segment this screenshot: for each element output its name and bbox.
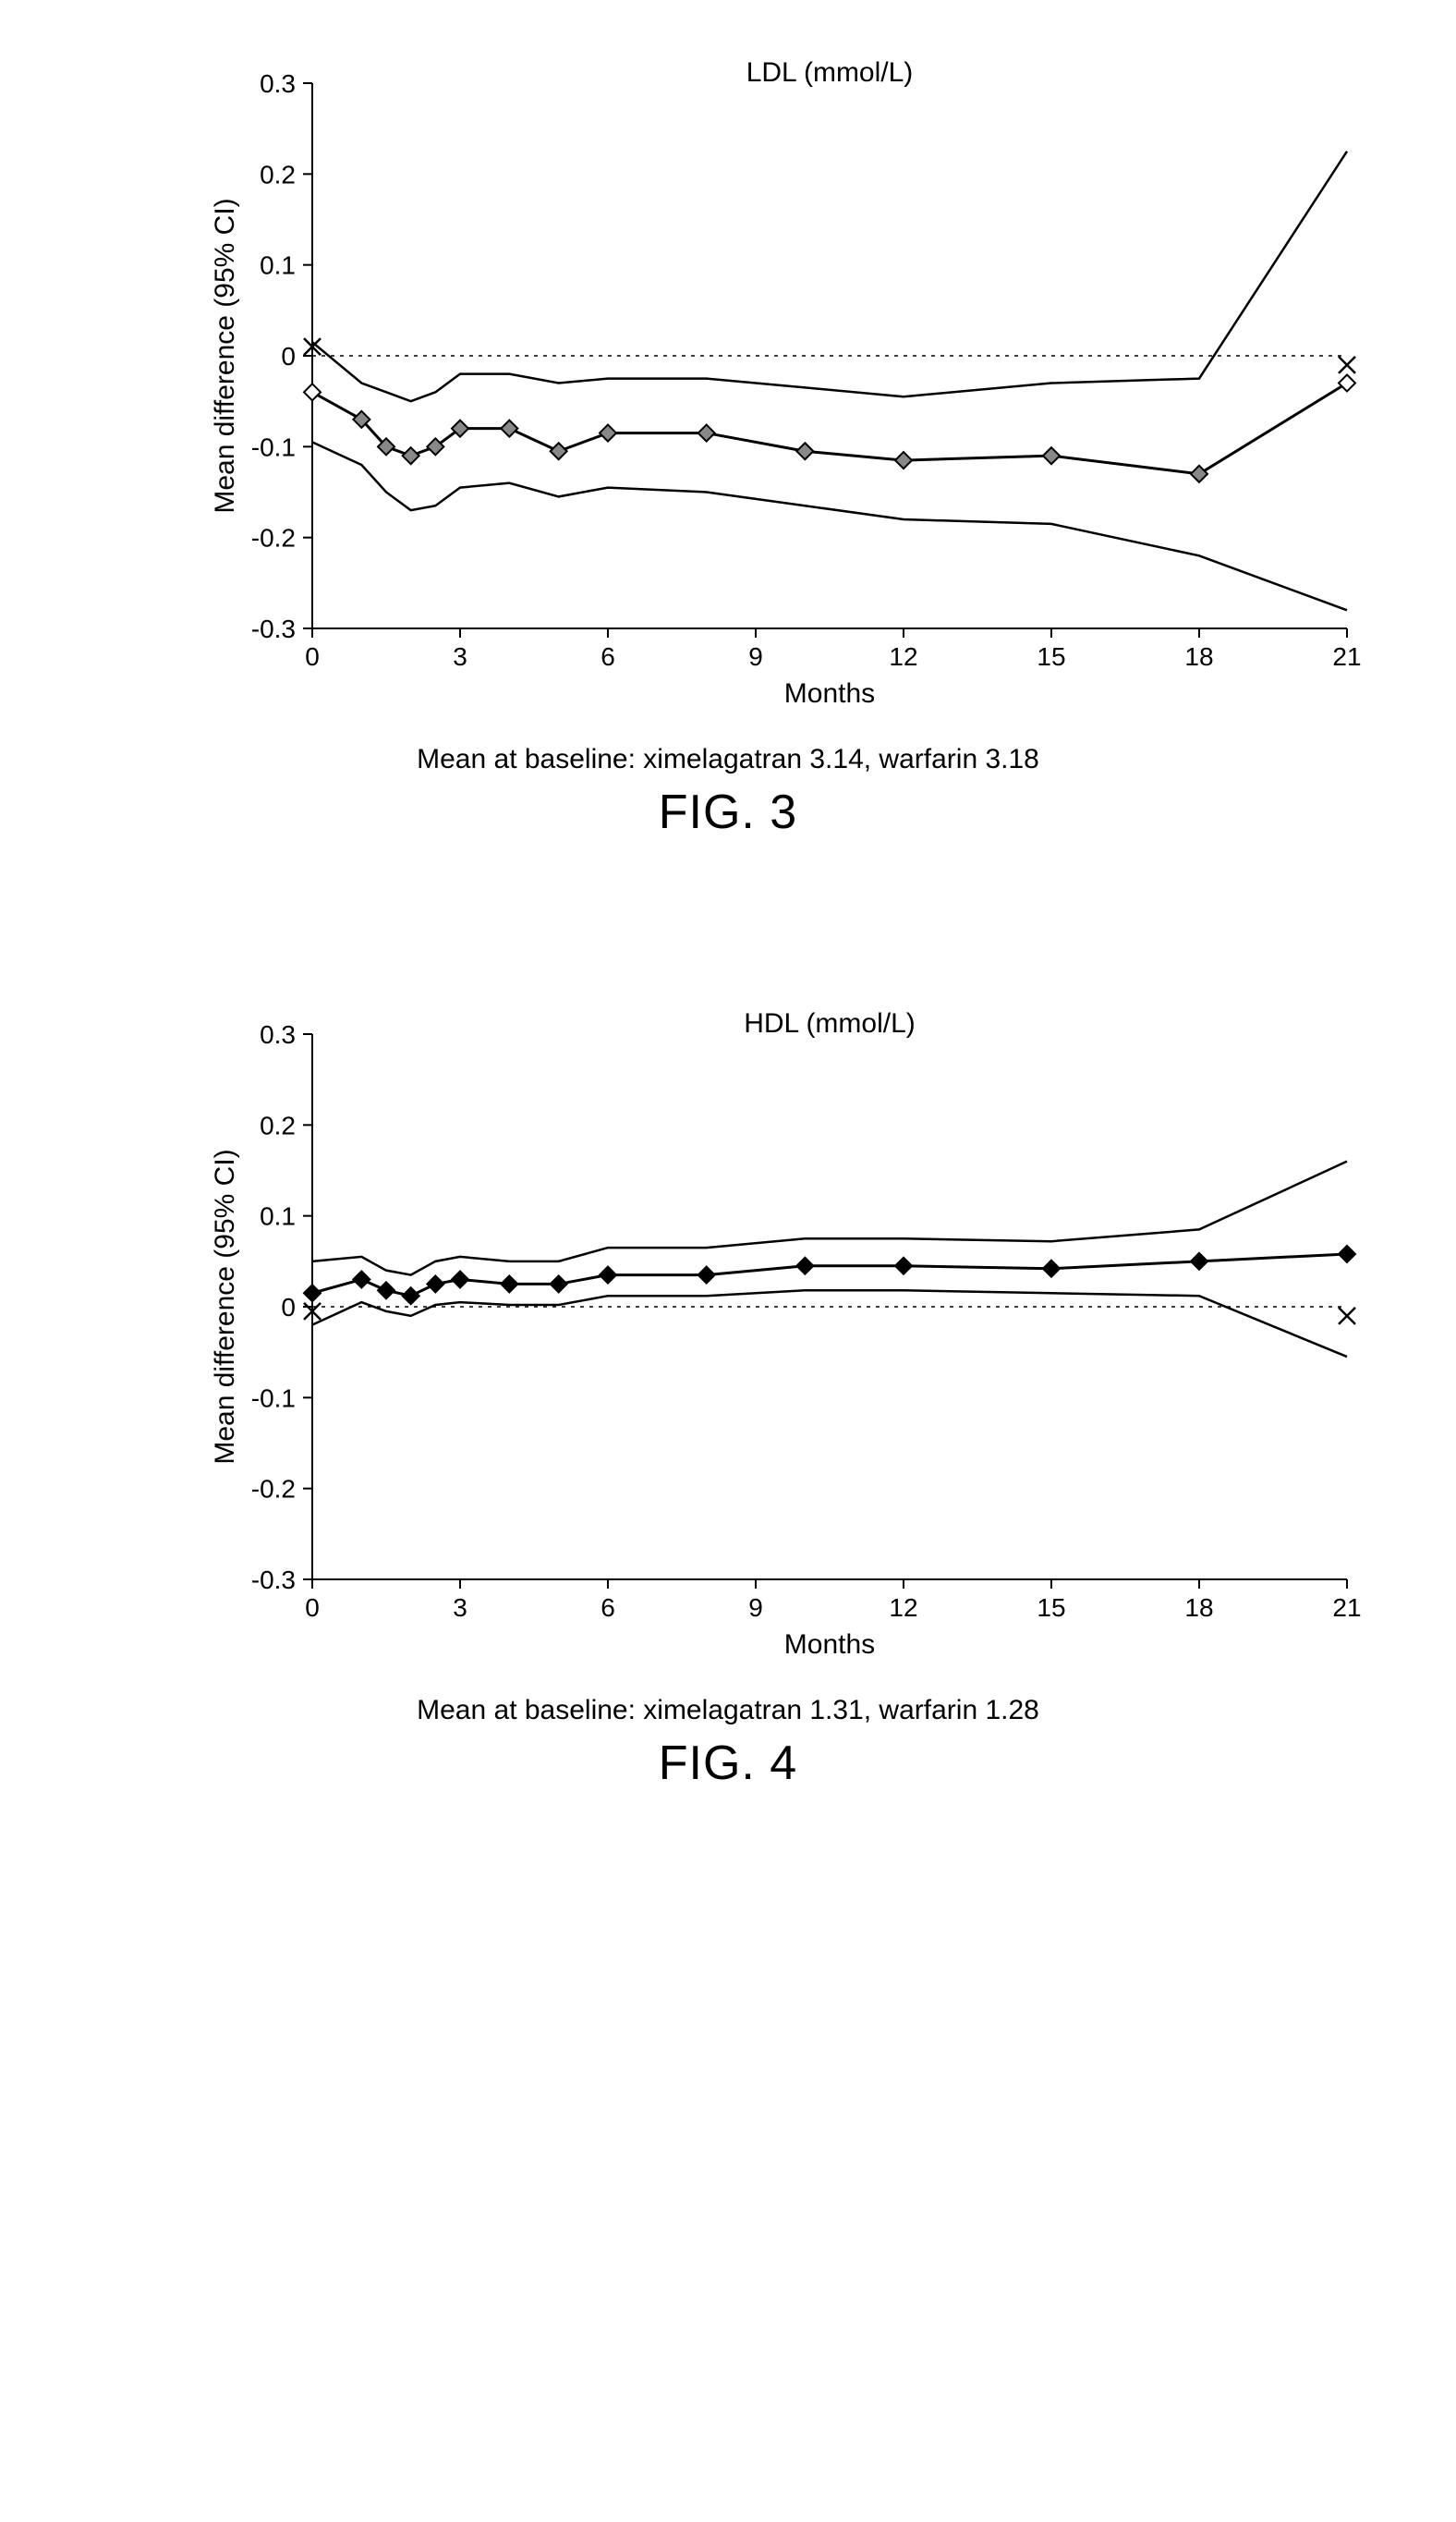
svg-text:0.1: 0.1	[260, 1202, 296, 1231]
svg-text:21: 21	[1332, 1593, 1361, 1622]
svg-text:12: 12	[889, 1593, 917, 1622]
figure-3: -0.3 -0.2 -0.1 0 0.1 0.2 0.3 0 3 6 9 12 15 18 21 LDL (m…	[81, 55, 1375, 840]
svg-text:21: 21	[1332, 642, 1361, 671]
svg-text:0.2: 0.2	[260, 160, 296, 189]
svg-text:0: 0	[281, 1293, 296, 1322]
svg-text:0.2: 0.2	[260, 1111, 296, 1139]
svg-text:18: 18	[1184, 642, 1213, 671]
svg-text:6: 6	[601, 642, 615, 671]
fig4-label: FIG. 4	[81, 1736, 1375, 1791]
svg-text:0.3: 0.3	[260, 69, 296, 98]
svg-text:0.1: 0.1	[260, 251, 296, 280]
svg-text:3: 3	[453, 642, 467, 671]
svg-text:6: 6	[601, 1593, 615, 1622]
svg-text:15: 15	[1037, 1593, 1065, 1622]
fig3-label: FIG. 3	[81, 785, 1375, 840]
svg-text:Months: Months	[784, 1629, 875, 1660]
svg-text:9: 9	[748, 1593, 763, 1622]
fig4-svg: -0.3 -0.2 -0.1 0 0.1 0.2 0.3 0 3 6 9 12 15 18 21 HDL (m…	[211, 1006, 1375, 1672]
svg-text:LDL (mmol/L): LDL (mmol/L)	[746, 57, 914, 88]
svg-text:0: 0	[305, 1593, 320, 1622]
svg-text:18: 18	[1184, 1593, 1213, 1622]
svg-text:-0.1: -0.1	[251, 1383, 296, 1412]
svg-text:0.3: 0.3	[260, 1020, 296, 1049]
svg-text:-0.3: -0.3	[251, 615, 296, 643]
svg-text:15: 15	[1037, 642, 1065, 671]
fig3-chart: -0.3 -0.2 -0.1 0 0.1 0.2 0.3 0 3 6 9 12 15 18 21 LDL (m…	[211, 55, 1375, 725]
svg-text:9: 9	[748, 642, 763, 671]
svg-text:HDL (mmol/L): HDL (mmol/L)	[744, 1008, 916, 1039]
svg-text:0: 0	[281, 342, 296, 371]
svg-text:Mean difference (95% CI): Mean difference (95% CI)	[211, 1149, 240, 1464]
svg-text:Mean difference (95% CI): Mean difference (95% CI)	[211, 198, 240, 513]
svg-text:12: 12	[889, 642, 917, 671]
svg-text:-0.2: -0.2	[251, 524, 296, 553]
svg-text:-0.1: -0.1	[251, 433, 296, 461]
svg-text:Months: Months	[784, 678, 875, 709]
fig4-chart: -0.3 -0.2 -0.1 0 0.1 0.2 0.3 0 3 6 9 12 15 18 21 HDL (m…	[211, 1006, 1375, 1676]
svg-text:-0.2: -0.2	[251, 1475, 296, 1504]
svg-text:0: 0	[305, 642, 320, 671]
fig3-caption: Mean at baseline: ximelagatran 3.14, war…	[81, 744, 1375, 775]
fig4-caption: Mean at baseline: ximelagatran 1.31, war…	[81, 1695, 1375, 1726]
svg-text:-0.3: -0.3	[251, 1566, 296, 1594]
figure-4: -0.3 -0.2 -0.1 0 0.1 0.2 0.3 0 3 6 9 12 15 18 21 HDL (m…	[81, 1006, 1375, 1791]
fig3-svg: -0.3 -0.2 -0.1 0 0.1 0.2 0.3 0 3 6 9 12 15 18 21 LDL (m…	[211, 55, 1375, 721]
svg-text:3: 3	[453, 1593, 467, 1622]
